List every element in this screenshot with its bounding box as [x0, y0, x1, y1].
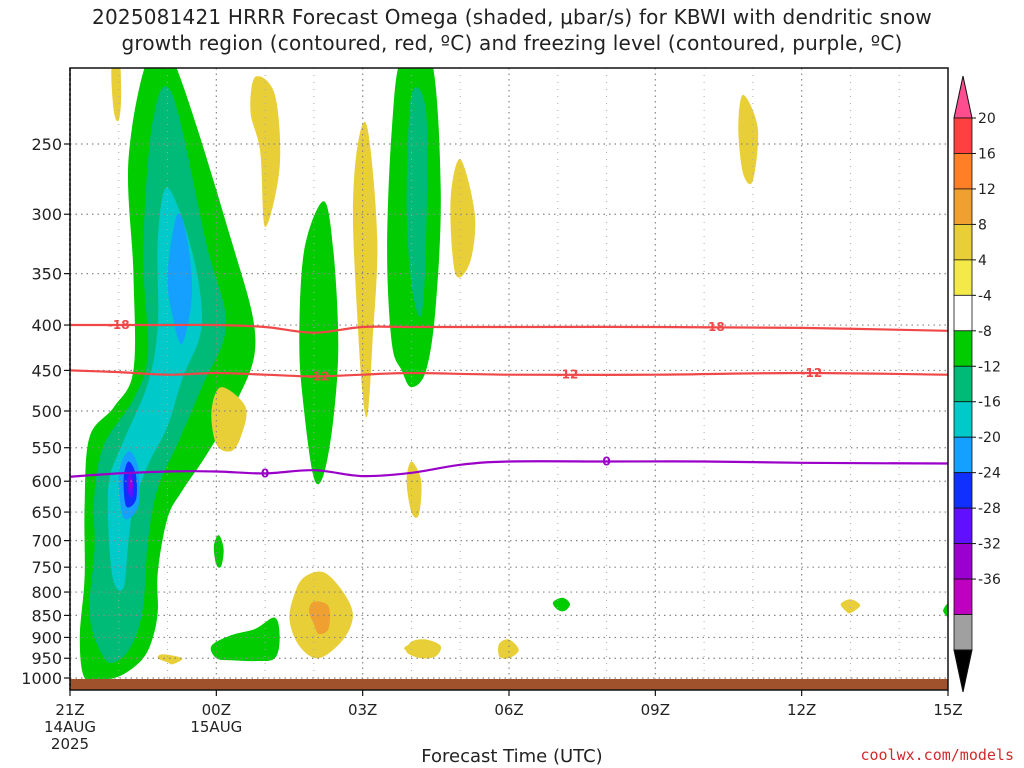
- colorbar-box: [953, 401, 973, 438]
- ground-bar: [70, 679, 948, 690]
- omega-region-26: [406, 639, 442, 659]
- credit-link[interactable]: coolwx.com/models: [860, 746, 1014, 764]
- colorbar-box: [953, 259, 973, 296]
- y-tick-label: 1000: [21, 669, 62, 688]
- omega-region-12: [213, 535, 224, 568]
- y-tick-label: 850: [31, 606, 62, 625]
- x-tick-sublabel: 14AUG: [44, 718, 96, 736]
- plot-area: -18 -18 -12 -12 -12 0 0: [70, 17, 948, 690]
- colorbar-box: [953, 153, 973, 190]
- colorbar-box: [953, 330, 973, 367]
- omega-region-20: [450, 158, 476, 278]
- colorbar-label: -20: [978, 430, 1001, 446]
- contour-label: 0: [261, 466, 269, 480]
- omega-region-4: [167, 213, 193, 345]
- x-axis-label: Forecast Time (UTC): [421, 746, 603, 767]
- omega-region-24: [309, 601, 331, 635]
- x-tick-label: 21Z: [55, 701, 84, 719]
- chart-title: 2025081421 HRRR Forecast Omega (shaded, …: [0, 4, 1024, 56]
- omega-region-19: [352, 121, 378, 418]
- colorbar-label: -8: [978, 324, 992, 340]
- omega-region-8: [299, 201, 339, 485]
- contour-label: 0: [602, 454, 610, 468]
- omega-region-14: [943, 603, 948, 618]
- colorbar-box: [953, 117, 973, 154]
- omega-region-22: [157, 654, 183, 665]
- omega-region-18: [328, 17, 364, 61]
- contour-label: -18: [108, 318, 130, 332]
- colorbar-bottom-triangle: [953, 649, 973, 693]
- x-tick-label: 15Z: [933, 701, 962, 719]
- colorbar-box: [953, 436, 973, 474]
- y-tick-label: 550: [31, 439, 62, 458]
- x-tick-label: 09Z: [641, 701, 670, 719]
- colorbar-box: [953, 578, 973, 615]
- omega-region-11: [210, 617, 280, 662]
- y-tick-label: 500: [31, 402, 62, 421]
- colorbar-box: [953, 294, 973, 332]
- colorbar-label: 4: [978, 253, 987, 269]
- omega-region-28: [738, 94, 759, 185]
- y-tick-label: 950: [31, 649, 62, 668]
- y-tick-label: 350: [31, 265, 62, 284]
- colorbar-label: -28: [978, 501, 1001, 517]
- colorbar-label: 12: [978, 182, 996, 198]
- contour-line-dendritic--12: [70, 369, 948, 378]
- colorbar-box: [953, 365, 973, 403]
- chart-title-line-1: 2025081421 HRRR Forecast Omega (shaded, …: [92, 5, 932, 29]
- y-tick-label: 400: [31, 316, 62, 335]
- colorbar-label: -12: [978, 359, 1001, 375]
- y-tick-label: 900: [31, 628, 62, 647]
- y-tick-label: 600: [31, 472, 62, 491]
- y-tick-label: 300: [31, 205, 62, 224]
- x-tick-label: 06Z: [494, 701, 523, 719]
- contour-label: -12: [308, 369, 330, 383]
- colorbar-box: [953, 472, 973, 509]
- x-tick-label: 03Z: [348, 701, 377, 719]
- colorbar-box: [953, 614, 973, 651]
- grid: [70, 68, 948, 690]
- omega-region-29: [840, 599, 861, 614]
- colorbar-top-triangle: [953, 75, 973, 119]
- y-tick-label: 650: [31, 503, 62, 522]
- colorbar-box: [953, 543, 973, 580]
- omega-region-27: [498, 639, 519, 659]
- y-tick-label: 250: [31, 135, 62, 154]
- omega-region-17: [250, 76, 281, 228]
- colorbar-label: 20: [978, 111, 996, 127]
- contour-label: -12: [801, 366, 823, 380]
- y-tick-label: 750: [31, 558, 62, 577]
- colorbar-box: [953, 507, 973, 544]
- colorbar-label: -16: [978, 395, 1001, 411]
- omega-region-13: [552, 597, 571, 612]
- chart-title-line-2: growth region (contoured, red, ºC) and f…: [121, 31, 903, 55]
- colorbar-label: -4: [978, 288, 992, 304]
- x-tick-sublabel: 15AUG: [190, 718, 242, 736]
- x-tick-label: 00Z: [202, 701, 231, 719]
- colorbar-box: [953, 188, 973, 225]
- colorbar-label: 16: [978, 146, 996, 162]
- contour-line-dendritic--18: [70, 323, 948, 334]
- contour-label: -12: [557, 368, 579, 382]
- contour-label: -18: [703, 320, 725, 334]
- y-tick-label: 800: [31, 583, 62, 602]
- contour-line-freezing-0: [70, 460, 948, 478]
- y-tick-label: 450: [31, 361, 62, 380]
- omega-region-21: [406, 461, 422, 518]
- colorbar-label: -36: [978, 572, 1001, 588]
- omega-region-7: [129, 478, 133, 490]
- colorbar-label: -24: [978, 466, 1001, 482]
- omega-region-10: [406, 87, 428, 317]
- omega-region-16: [211, 387, 247, 452]
- colorbar-label: 8: [978, 217, 987, 233]
- colorbar: 20 16 12 8 4 -4 -8 -12 -16 -20 -24 -28 -32 -36: [953, 75, 1001, 693]
- colorbar-label: -32: [978, 537, 1001, 553]
- colorbar-box: [953, 223, 973, 261]
- omega-region-15: [111, 68, 122, 122]
- x-tick-year: 2025: [51, 735, 89, 753]
- x-tick-label: 12Z: [787, 701, 816, 719]
- y-tick-label: 700: [31, 532, 62, 551]
